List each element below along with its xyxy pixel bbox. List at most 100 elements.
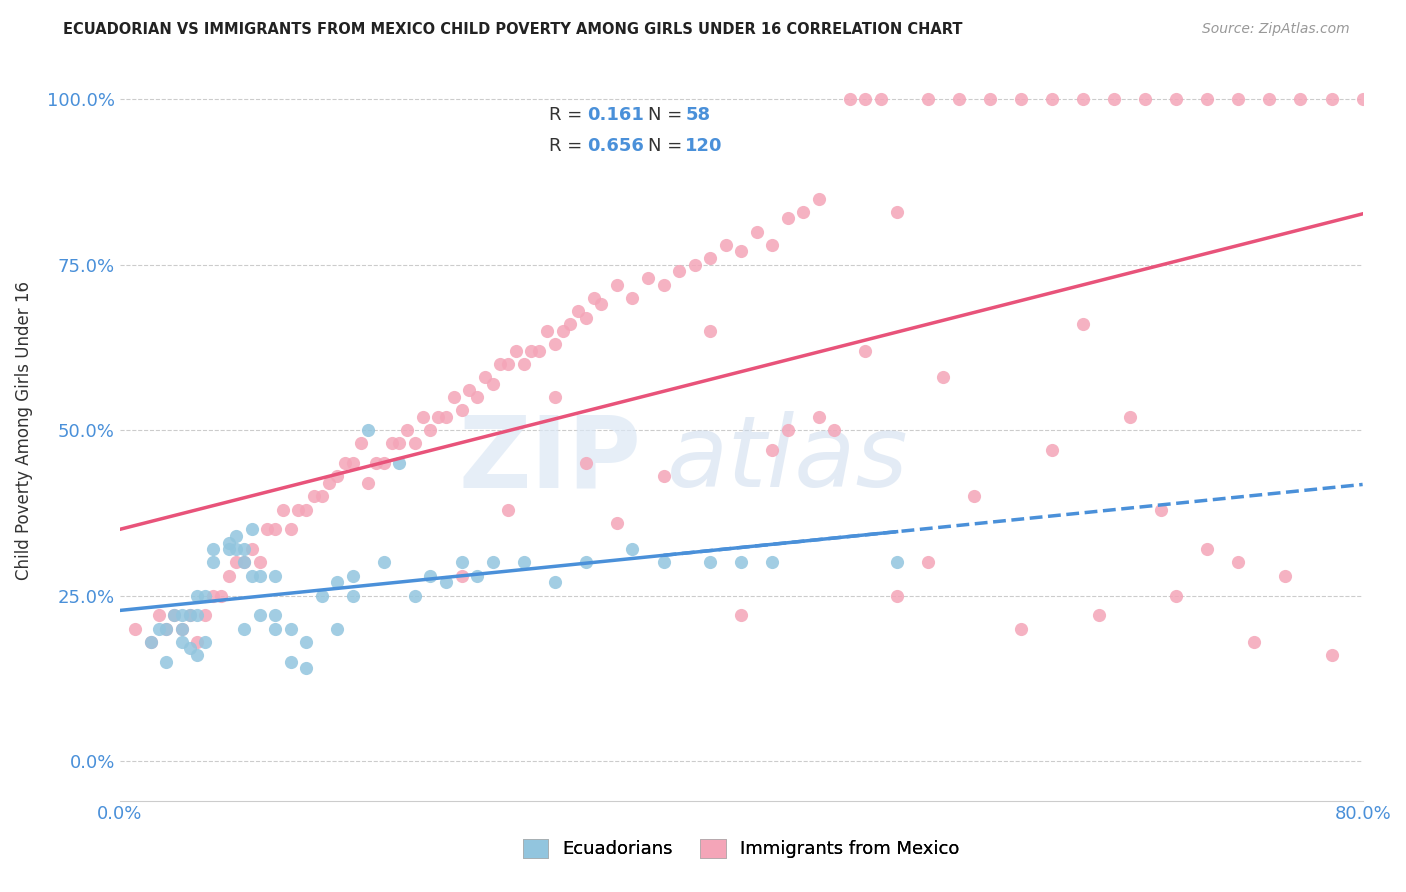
- Text: N =: N =: [648, 106, 688, 124]
- Point: [388, 436, 411, 450]
- Point: [326, 575, 349, 590]
- Point: [179, 608, 201, 623]
- Point: [551, 324, 574, 338]
- Point: [280, 622, 302, 636]
- Point: [264, 522, 287, 536]
- Point: [201, 589, 224, 603]
- Point: [807, 409, 830, 424]
- Point: [404, 589, 426, 603]
- Point: [264, 608, 287, 623]
- Point: [575, 310, 598, 325]
- Point: [318, 476, 340, 491]
- Point: [1227, 92, 1250, 106]
- Point: [932, 370, 955, 384]
- Point: [1071, 318, 1094, 332]
- Point: [249, 608, 271, 623]
- Point: [465, 568, 488, 582]
- Point: [249, 556, 271, 570]
- Point: [450, 403, 472, 417]
- Point: [357, 476, 380, 491]
- Point: [233, 622, 256, 636]
- Point: [792, 204, 814, 219]
- Point: [465, 390, 488, 404]
- Point: [591, 297, 613, 311]
- Point: [233, 556, 256, 570]
- Point: [280, 522, 302, 536]
- Point: [979, 92, 1001, 106]
- Point: [1197, 92, 1219, 106]
- Point: [652, 556, 675, 570]
- Point: [218, 568, 240, 582]
- Point: [776, 211, 799, 226]
- Point: [963, 489, 986, 503]
- Point: [637, 271, 659, 285]
- Point: [139, 635, 162, 649]
- Point: [201, 542, 224, 557]
- Text: ECUADORIAN VS IMMIGRANTS FROM MEXICO CHILD POVERTY AMONG GIRLS UNDER 16 CORRELAT: ECUADORIAN VS IMMIGRANTS FROM MEXICO CHI…: [63, 22, 963, 37]
- Point: [124, 622, 146, 636]
- Point: [240, 542, 263, 557]
- Point: [1118, 409, 1140, 424]
- Point: [714, 238, 737, 252]
- Text: ZIP: ZIP: [458, 411, 641, 508]
- Point: [225, 542, 247, 557]
- Point: [170, 608, 193, 623]
- Point: [544, 575, 567, 590]
- Text: 58: 58: [685, 106, 710, 124]
- Point: [256, 522, 278, 536]
- Point: [349, 436, 371, 450]
- Point: [170, 622, 193, 636]
- Point: [1320, 92, 1343, 106]
- Point: [886, 589, 908, 603]
- Point: [333, 456, 356, 470]
- Point: [505, 343, 527, 358]
- Point: [606, 516, 628, 530]
- Point: [621, 291, 644, 305]
- Point: [776, 423, 799, 437]
- Point: [194, 589, 217, 603]
- Point: [326, 622, 349, 636]
- Point: [489, 357, 512, 371]
- Point: [287, 502, 309, 516]
- Point: [271, 502, 294, 516]
- Point: [1133, 92, 1156, 106]
- Point: [1102, 92, 1125, 106]
- Point: [396, 423, 419, 437]
- Point: [761, 238, 783, 252]
- Point: [179, 641, 201, 656]
- Point: [373, 556, 395, 570]
- Point: [823, 423, 845, 437]
- Point: [225, 529, 247, 543]
- Point: [249, 568, 271, 582]
- Point: [179, 608, 201, 623]
- Point: [1150, 502, 1173, 516]
- Point: [496, 357, 519, 371]
- Point: [948, 92, 970, 106]
- Text: N =: N =: [648, 136, 688, 154]
- Point: [1040, 442, 1063, 457]
- Point: [342, 456, 364, 470]
- Y-axis label: Child Poverty Among Girls Under 16: Child Poverty Among Girls Under 16: [15, 281, 32, 580]
- Point: [683, 258, 706, 272]
- Point: [1166, 589, 1188, 603]
- Point: [381, 436, 404, 450]
- Point: [1227, 556, 1250, 570]
- Point: [1010, 622, 1032, 636]
- Point: [419, 568, 441, 582]
- Point: [606, 277, 628, 292]
- Point: [155, 622, 177, 636]
- Point: [450, 556, 472, 570]
- Point: [745, 225, 768, 239]
- Point: [1289, 92, 1312, 106]
- Point: [1010, 92, 1032, 106]
- Text: R =: R =: [548, 136, 588, 154]
- Point: [1351, 92, 1374, 106]
- Point: [186, 589, 208, 603]
- Text: R =: R =: [548, 106, 588, 124]
- Point: [139, 635, 162, 649]
- Point: [186, 608, 208, 623]
- Point: [443, 390, 465, 404]
- Text: 0.656: 0.656: [588, 136, 644, 154]
- Point: [512, 357, 534, 371]
- Point: [1166, 92, 1188, 106]
